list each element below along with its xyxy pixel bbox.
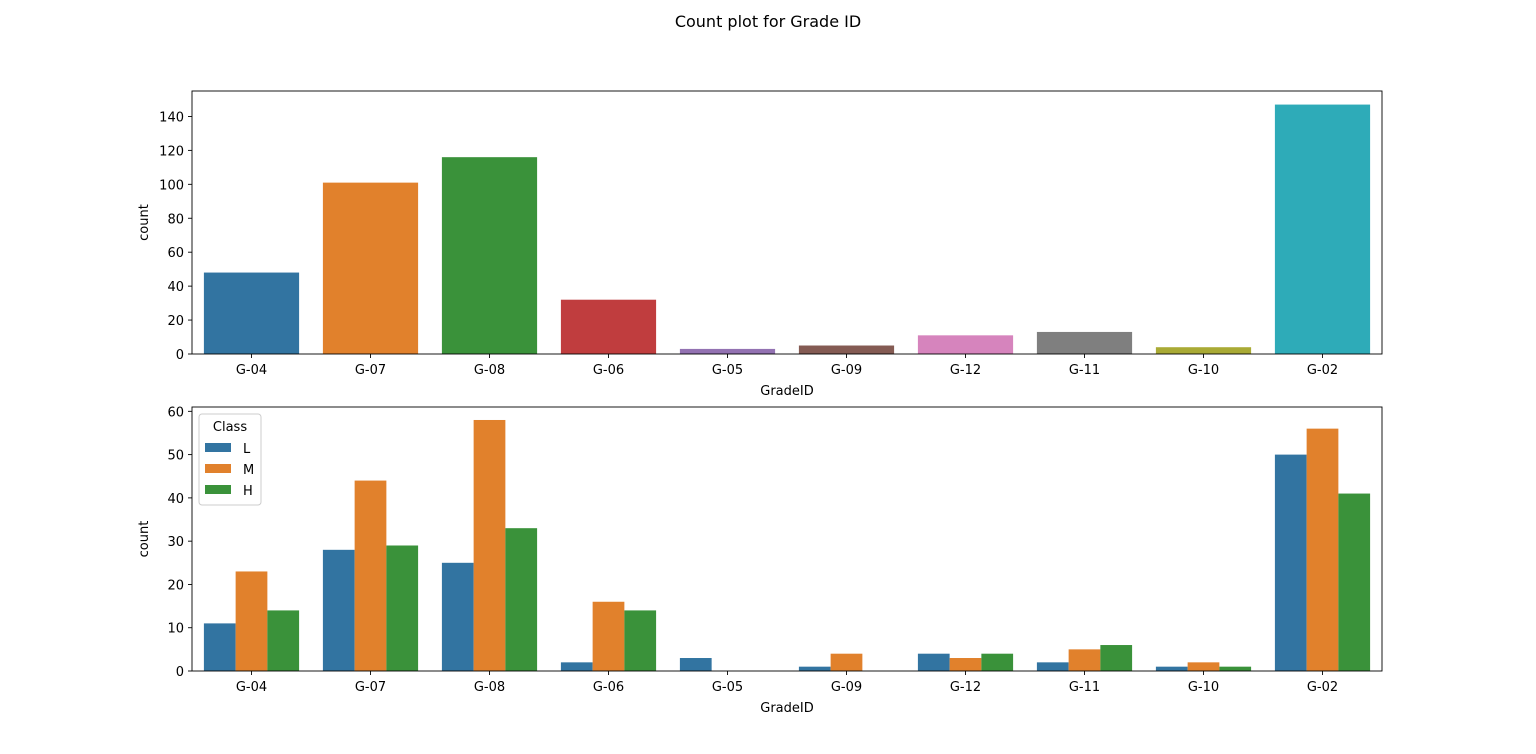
chart2-xtick-label: G-10 — [1188, 680, 1219, 695]
chart1-ylabel: count — [137, 204, 152, 241]
chart1-xtick-label: G-10 — [1188, 363, 1219, 378]
chart2-bar-G-10-M — [1187, 662, 1220, 671]
chart2-bar-G-04-L — [203, 623, 236, 671]
chart2-ytick-label: 60 — [167, 405, 184, 420]
chart2-xtick-label: G-04 — [236, 680, 267, 695]
chart1-ytick-label: 140 — [159, 110, 184, 125]
chart1-bar-G-12 — [917, 335, 1014, 354]
chart2-ytick-label: 20 — [167, 578, 184, 593]
chart1-bar-G-05 — [679, 348, 776, 354]
chart1-xtick-label: G-09 — [831, 363, 862, 378]
chart2-bar-G-02-L — [1274, 454, 1307, 671]
chart2-legend-label-M: M — [243, 463, 254, 478]
chart2-bar-G-11-L — [1036, 662, 1069, 671]
chart2-xlabel: GradeID — [760, 701, 813, 716]
chart1-bar-G-11 — [1036, 331, 1133, 354]
chart1-bar-G-06 — [560, 299, 657, 354]
chart2-legend-swatch-L — [205, 443, 231, 452]
chart2-bar-G-04-M — [235, 571, 268, 671]
chart2-bar-G-11-M — [1068, 649, 1101, 671]
chart2-bar-G-09-L — [798, 666, 831, 671]
chart2-xtick-label: G-02 — [1307, 680, 1338, 695]
chart2-xtick-label: G-09 — [831, 680, 862, 695]
chart1-xlabel: GradeID — [760, 384, 813, 399]
chart1-bar-G-04 — [203, 272, 300, 354]
chart2-ytick-label: 40 — [167, 492, 184, 507]
chart2-bar-G-11-H — [1100, 645, 1133, 671]
chart2-xtick-label: G-05 — [712, 680, 743, 695]
chart1-ytick-label: 120 — [159, 144, 184, 159]
chart2-legend-title: Class — [213, 420, 247, 435]
chart2-legend-label-H: H — [243, 484, 253, 499]
chart2-bar-G-08-H — [505, 528, 538, 671]
chart1-xtick-label: G-07 — [355, 363, 386, 378]
chart2-bar-G-07-L — [322, 549, 355, 671]
chart1-bar-G-02 — [1274, 104, 1371, 355]
chart1-bar-G-09 — [798, 345, 895, 354]
chart2-bar-G-06-M — [592, 601, 625, 671]
chart1-xtick-label: G-06 — [593, 363, 624, 378]
chart2-bar-G-04-H — [267, 610, 300, 671]
chart1-axes-frame — [191, 90, 1383, 355]
chart2-ytick-label: 0 — [176, 665, 184, 680]
chart2-ytick-label: 10 — [167, 622, 184, 637]
chart2-ytick-label: 50 — [167, 449, 184, 464]
chart2-bar-G-02-M — [1306, 428, 1339, 671]
chart1-ytick-label: 0 — [176, 348, 184, 363]
figure-title: Count plot for Grade ID — [674, 12, 862, 31]
chart1-xtick-label: G-05 — [712, 363, 743, 378]
chart2-ylabel: count — [137, 521, 152, 558]
chart2-bar-G-02-H — [1338, 493, 1371, 671]
chart2-axes-frame — [191, 406, 1383, 672]
chart1-bar-G-07 — [322, 182, 419, 354]
chart2-xtick-label: G-12 — [950, 680, 981, 695]
chart2-xtick-label: G-11 — [1069, 680, 1100, 695]
chart1-xtick-label: G-12 — [950, 363, 981, 378]
chart1-xtick-label: G-11 — [1069, 363, 1100, 378]
chart1-ytick-label: 20 — [167, 314, 184, 329]
chart2-legend-label-L: L — [243, 442, 251, 457]
chart1-bar-G-08 — [441, 157, 538, 354]
chart2-xtick-label: G-08 — [474, 680, 505, 695]
chart2-legend-swatch-M — [205, 464, 231, 473]
chart2-bar-G-08-M — [473, 419, 506, 671]
chart1-xtick-label: G-02 — [1307, 363, 1338, 378]
chart2-bar-G-05-L — [679, 658, 712, 671]
chart2-bar-G-09-M — [830, 653, 863, 671]
chart2-bar-G-07-M — [354, 480, 387, 671]
chart2-bar-G-07-H — [386, 545, 419, 671]
chart2-bar-G-06-H — [624, 610, 657, 671]
chart2-legend-swatch-H — [205, 485, 231, 494]
chart2-bar-G-12-M — [949, 658, 982, 671]
chart1-ytick-label: 80 — [167, 212, 184, 227]
chart2-bar-G-08-L — [441, 562, 474, 671]
chart1-ytick-label: 60 — [167, 246, 184, 261]
chart1-xtick-label: G-04 — [236, 363, 267, 378]
chart2-xtick-label: G-06 — [593, 680, 624, 695]
chart2-bar-G-12-H — [981, 653, 1014, 671]
chart1-bar-G-10 — [1155, 347, 1252, 354]
chart2-bar-G-06-L — [560, 662, 593, 671]
chart2-ytick-label: 30 — [167, 535, 184, 550]
chart2-bar-G-10-H — [1219, 666, 1252, 671]
chart1-ytick-label: 40 — [167, 280, 184, 295]
chart1-ytick-label: 100 — [159, 178, 184, 193]
chart1-xtick-label: G-08 — [474, 363, 505, 378]
chart2-xtick-label: G-07 — [355, 680, 386, 695]
chart2-bar-G-12-L — [917, 653, 950, 671]
chart2-legend-box — [198, 413, 262, 506]
chart2-bar-G-10-L — [1155, 666, 1188, 671]
